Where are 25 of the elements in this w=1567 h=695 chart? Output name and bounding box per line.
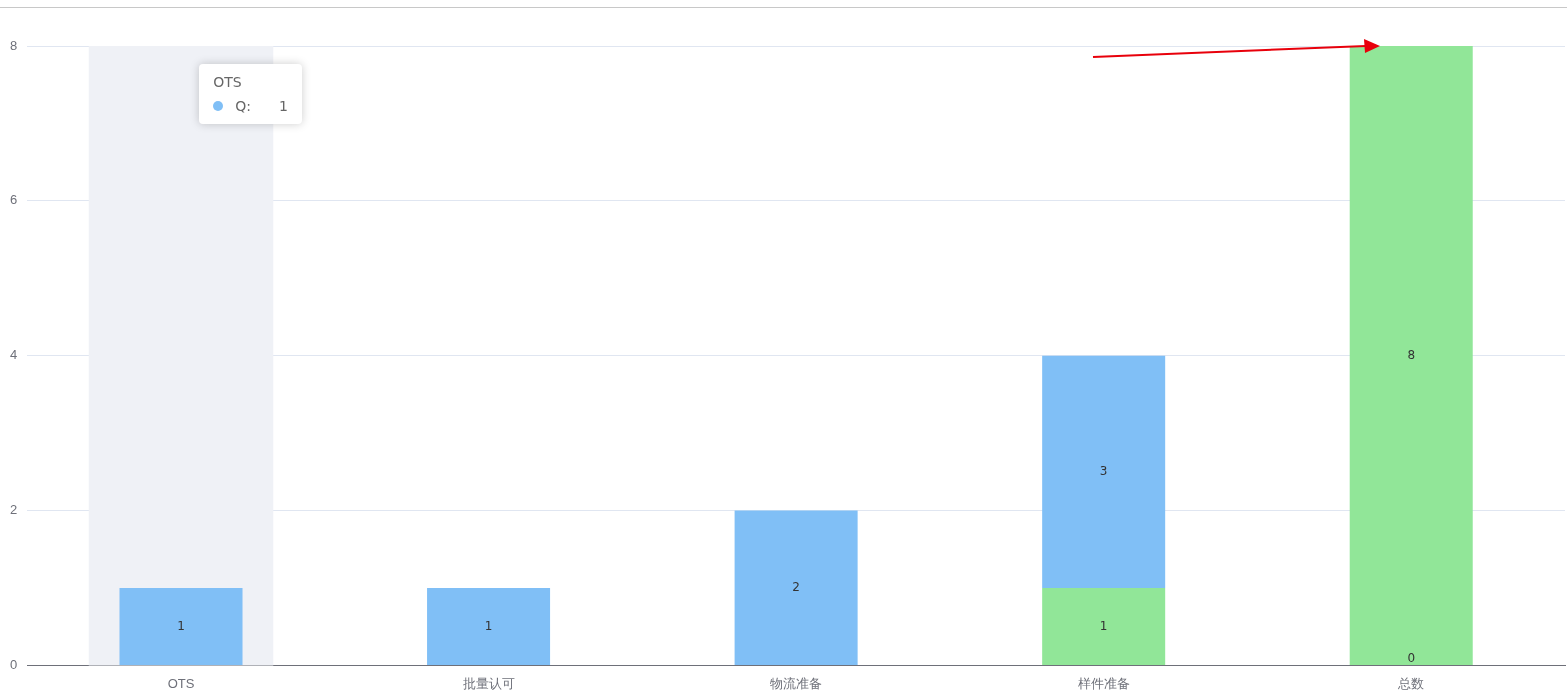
x-tick-label: 总数 — [1397, 675, 1425, 691]
x-tick-label: OTS — [167, 675, 195, 691]
bar — [1042, 355, 1166, 588]
bar — [1042, 587, 1166, 665]
data-label: 8 — [1407, 347, 1416, 362]
y-tick-label: 0 — [10, 656, 18, 672]
bar — [427, 587, 551, 665]
data-label: 1 — [484, 618, 493, 633]
x-tick-label: 物流准备 — [770, 675, 823, 691]
bar — [1349, 46, 1473, 665]
data-label: 1 — [177, 618, 185, 633]
data-label: 1 — [1099, 618, 1108, 633]
annotation: 0 — [1407, 650, 1416, 665]
legend-label: Q: — [235, 98, 251, 114]
bar — [119, 587, 243, 665]
tooltip: OTS Q: 1 — [199, 64, 302, 124]
y-tick-label: 2 — [10, 502, 18, 518]
data-label: 2 — [792, 579, 800, 594]
data-label: 3 — [1099, 463, 1108, 478]
y-tick-label: 8 — [10, 37, 18, 53]
y-tick-label: 6 — [10, 192, 18, 208]
bar — [734, 510, 858, 665]
y-tick-label: 4 — [10, 347, 18, 363]
x-tick-label: 批量认可 — [462, 675, 515, 691]
x-tick-label: 样件准备 — [1077, 675, 1130, 691]
